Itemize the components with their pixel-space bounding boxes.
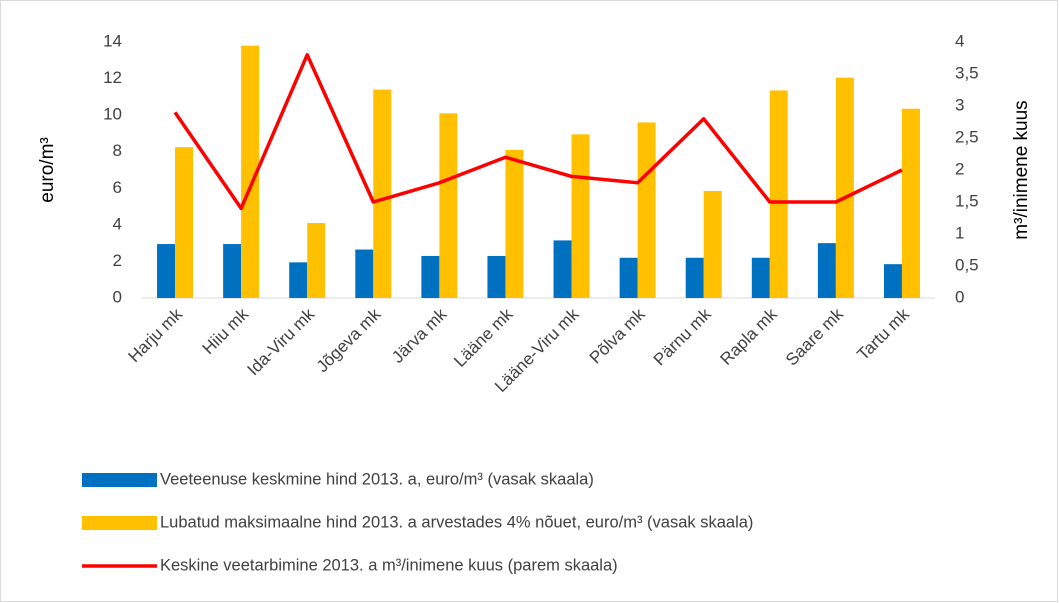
bar xyxy=(553,240,572,298)
bar xyxy=(901,108,920,298)
y2-tick-label: 0 xyxy=(955,287,964,306)
legend-label: Veeteenuse keskmine hind 2013. a, euro/m… xyxy=(160,470,594,488)
y-tick-label: 2 xyxy=(113,251,122,270)
y-tick-label: 6 xyxy=(113,178,122,197)
bar xyxy=(307,223,326,298)
legend-label: Keskine veetarbimine 2013. a m³/inimene … xyxy=(160,556,618,574)
bar xyxy=(421,255,440,298)
y2-tick-label: 1 xyxy=(955,223,964,242)
bar xyxy=(703,191,722,298)
bar xyxy=(505,149,524,298)
bar xyxy=(685,257,704,298)
y-tick-label: 4 xyxy=(113,214,122,233)
bar xyxy=(769,90,788,298)
y2-tick-label: 0,5 xyxy=(955,255,979,274)
y-tick-label: 14 xyxy=(103,31,122,50)
bar xyxy=(157,244,176,298)
y2-tick-label: 2,5 xyxy=(955,127,979,146)
bar xyxy=(637,122,656,298)
bar xyxy=(817,243,836,298)
y2-axis-title: m³/inimene kuus xyxy=(1011,100,1032,239)
bar xyxy=(883,264,902,298)
bar xyxy=(289,262,308,298)
y-tick-label: 8 xyxy=(113,141,122,160)
bar xyxy=(373,89,392,299)
bar xyxy=(175,147,194,298)
bar xyxy=(223,244,242,298)
y-tick-label: 10 xyxy=(103,105,122,124)
bar xyxy=(835,77,854,299)
y2-tick-label: 2 xyxy=(955,159,964,178)
y2-tick-label: 3 xyxy=(955,95,964,114)
y2-tick-label: 1,5 xyxy=(955,191,979,210)
line-series xyxy=(173,53,903,211)
bar xyxy=(619,257,638,298)
bar xyxy=(241,45,260,299)
bar xyxy=(439,113,458,298)
legend-label: Lubatud maksimaalne hind 2013. a arvesta… xyxy=(160,513,753,531)
y-tick-label: 12 xyxy=(103,68,122,87)
bar xyxy=(355,249,374,298)
bar xyxy=(751,257,770,298)
y-axis-title: euro/m³ xyxy=(37,137,58,202)
legend-swatch xyxy=(82,516,157,530)
y2-tick-label: 4 xyxy=(955,31,964,50)
bar xyxy=(571,134,590,298)
legend-swatch xyxy=(82,473,157,487)
y2-tick-label: 3,5 xyxy=(955,63,979,82)
y-tick-label: 0 xyxy=(113,287,122,306)
bar xyxy=(487,255,506,298)
